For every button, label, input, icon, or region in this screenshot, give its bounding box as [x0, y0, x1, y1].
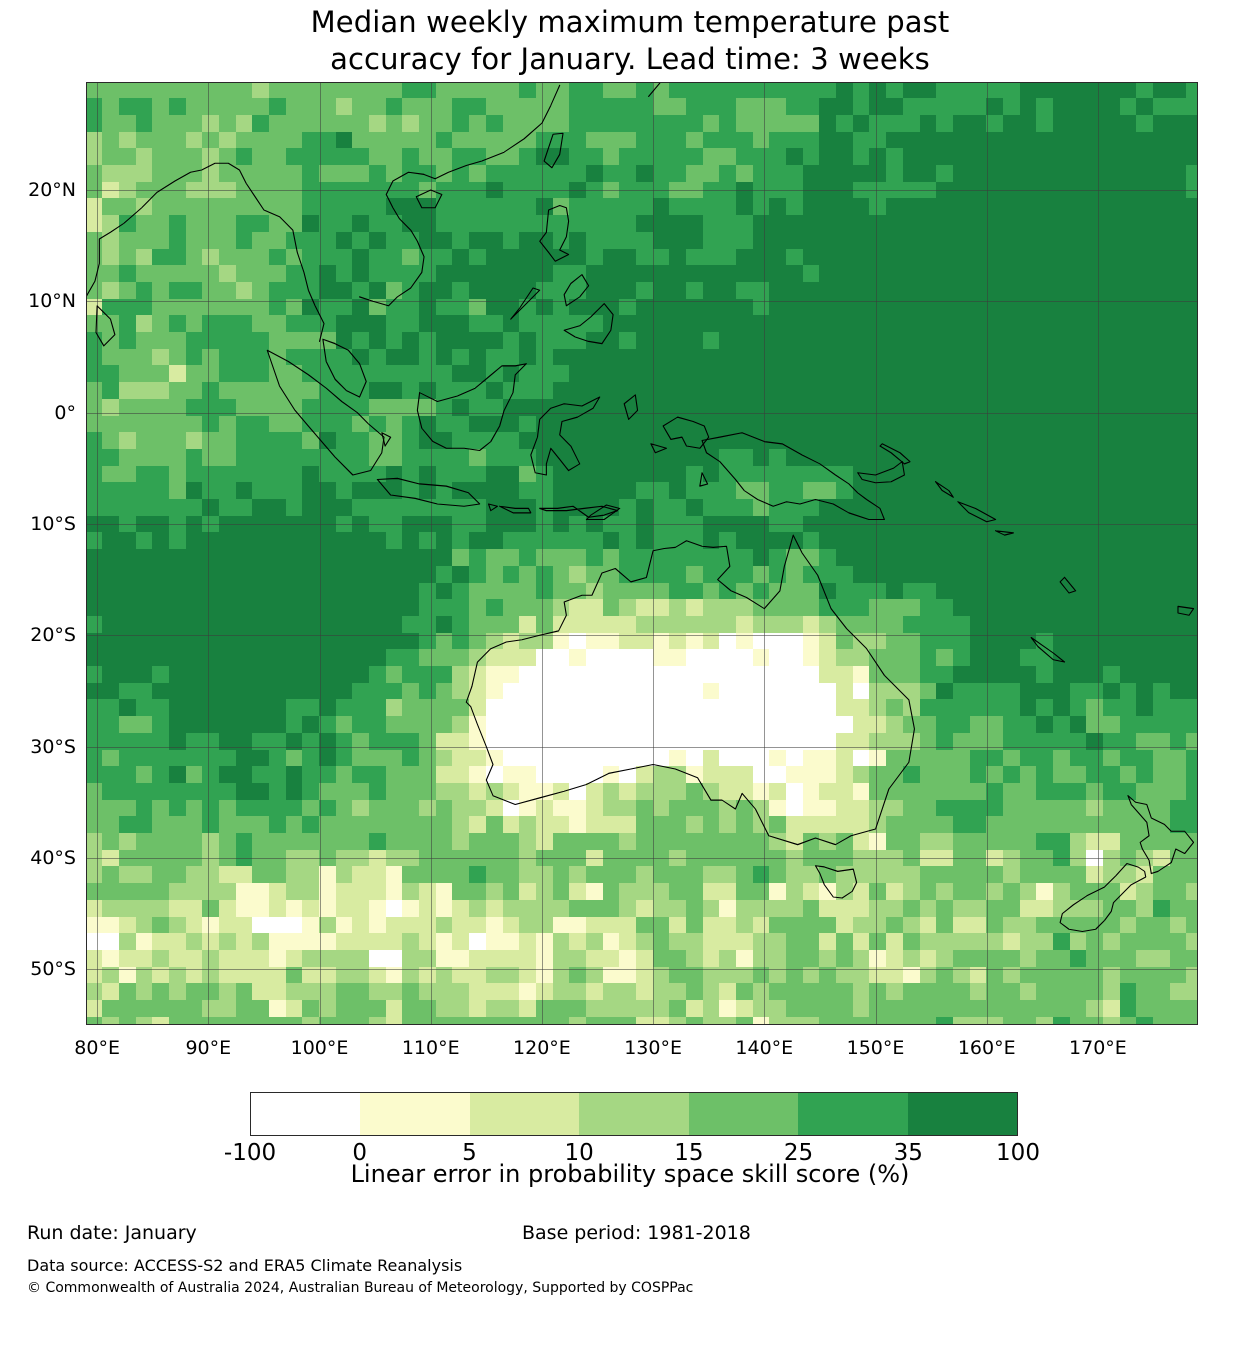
footer-row-meta: Run date: January Base period: 1981-2018 [27, 1222, 1237, 1252]
colorbar-tick-label: 35 [893, 1140, 923, 1166]
lat-tick-label: 40°S [30, 846, 76, 869]
colorbar-tick-label: 25 [783, 1140, 814, 1166]
lat-tick-label: 10°S [30, 512, 76, 535]
lat-tick-label: 20°S [30, 624, 76, 647]
footer: Run date: January Base period: 1981-2018… [27, 1222, 1237, 1296]
colorbar-tick-label: 100 [996, 1140, 1040, 1166]
lat-tick-label: 0° [54, 401, 76, 424]
page-title: Median weekly maximum temperature past a… [0, 4, 1260, 78]
colorbar-segment [798, 1093, 908, 1135]
colorbar-tick-label: 0 [352, 1140, 368, 1166]
lon-tick-label: 110°E [401, 1037, 460, 1059]
base-period-text: Base period: 1981-2018 [522, 1222, 751, 1244]
lat-tick-label: 10°N [28, 290, 76, 313]
title-line-2: accuracy for January. Lead time: 3 weeks [330, 42, 930, 77]
lon-tick-label: 150°E [846, 1037, 905, 1059]
lon-tick-label: 130°E [624, 1037, 682, 1059]
colorbar-tick-label: 15 [674, 1140, 704, 1166]
lon-tick-label: 140°E [735, 1037, 794, 1059]
lat-tick-label: 20°N [28, 178, 76, 201]
colorbar-segment [688, 1093, 799, 1135]
colorbar-label: Linear error in probability space skill … [350, 1160, 910, 1188]
lon-tick-label: 120°E [513, 1037, 571, 1059]
colorbar-tick-label: -100 [223, 1140, 277, 1166]
colorbar-segment [251, 1093, 361, 1135]
colorbar-segment [469, 1093, 580, 1135]
data-source-text: Data source: ACCESS-S2 and ERA5 Climate … [27, 1256, 463, 1275]
colorbar-segment [907, 1093, 1017, 1135]
copyright-text: © Commonwealth of Australia 2024, Austra… [27, 1280, 694, 1296]
lon-tick-label: 170°E [1069, 1037, 1127, 1059]
colorbar: -100 0 5 10 15 25 35 100 [224, 1092, 1040, 1166]
lon-tick-label: 90°E [185, 1037, 232, 1059]
lon-tick-label: 100°E [290, 1037, 349, 1059]
run-date-text: Run date: January [27, 1222, 197, 1244]
colorbar-segment [360, 1093, 470, 1135]
colorbar-tick-label: 5 [462, 1140, 477, 1166]
lat-tick-label: 30°S [30, 735, 76, 758]
lon-tick-label: 80°E [74, 1037, 120, 1059]
colorbar-tick-label: 10 [564, 1140, 594, 1166]
lat-tick-label: 50°S [30, 958, 76, 981]
colorbar-segment [579, 1093, 689, 1135]
colorbar-bar [250, 1092, 1018, 1136]
title-line-1: Median weekly maximum temperature past [310, 5, 950, 39]
map-plot-area [86, 82, 1198, 1025]
skill-score-heatmap [86, 82, 1198, 1025]
lon-tick-label: 160°E [957, 1037, 1016, 1059]
